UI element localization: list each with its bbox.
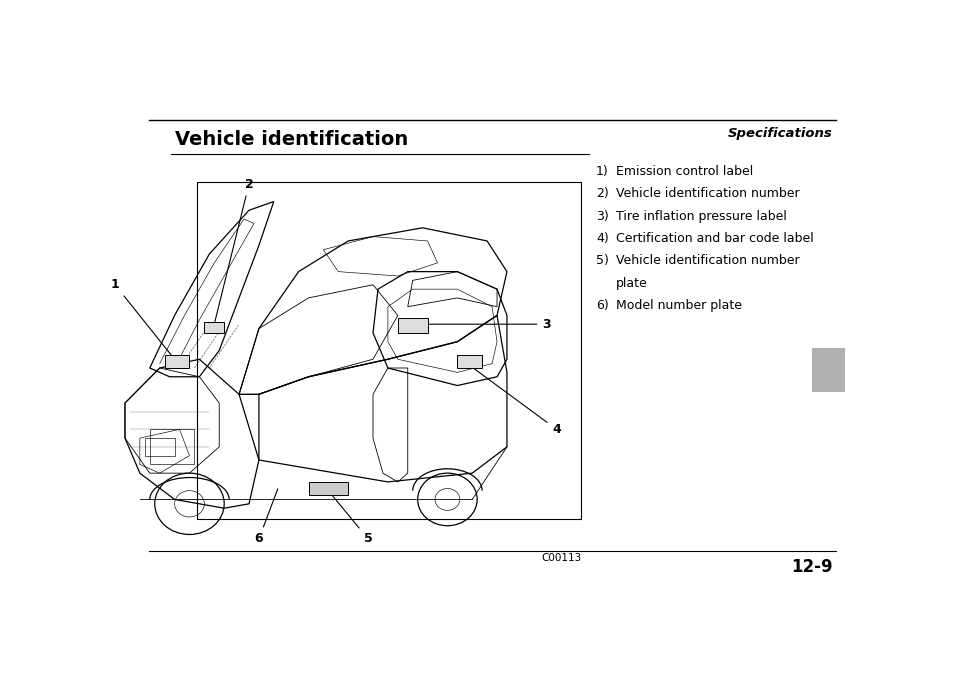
Bar — [456, 355, 481, 368]
Bar — [145, 438, 174, 456]
Text: 3: 3 — [416, 317, 551, 331]
Text: Vehicle identification number: Vehicle identification number — [616, 187, 799, 200]
Text: 2): 2) — [596, 187, 608, 200]
Text: C00113: C00113 — [540, 553, 580, 563]
Text: Model number plate: Model number plate — [616, 299, 741, 312]
Bar — [150, 429, 194, 464]
Text: 4): 4) — [596, 232, 608, 245]
Text: 2: 2 — [214, 177, 253, 321]
Bar — [196, 182, 580, 520]
Text: 3): 3) — [596, 210, 608, 222]
Text: Emission control label: Emission control label — [616, 165, 753, 178]
Bar — [811, 348, 844, 392]
Text: 1: 1 — [111, 278, 172, 357]
Text: Tire inflation pressure label: Tire inflation pressure label — [616, 210, 786, 222]
Text: 1): 1) — [596, 165, 608, 178]
Text: 4: 4 — [469, 365, 560, 436]
Text: Vehicle identification: Vehicle identification — [174, 130, 408, 150]
Text: Vehicle identification number: Vehicle identification number — [616, 254, 799, 267]
Bar — [308, 482, 348, 495]
Text: 6): 6) — [596, 299, 608, 312]
Text: Specifications: Specifications — [727, 127, 832, 140]
Bar — [165, 355, 190, 368]
Text: 5: 5 — [330, 493, 372, 545]
Text: 6: 6 — [254, 489, 277, 545]
Text: Certification and bar code label: Certification and bar code label — [616, 232, 813, 245]
Text: plate: plate — [616, 276, 647, 290]
Text: 5): 5) — [596, 254, 608, 267]
Text: 12-9: 12-9 — [790, 558, 832, 576]
Bar — [397, 317, 427, 333]
Bar — [204, 322, 224, 333]
